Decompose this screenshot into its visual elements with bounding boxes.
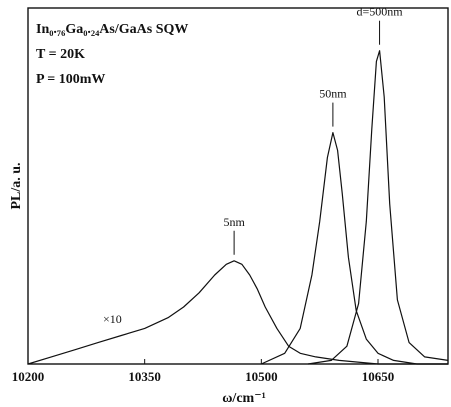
annotation-label-0: 5nm xyxy=(223,215,245,229)
temperature-label: T = 20K xyxy=(36,47,85,62)
sample-label: In₀.₇₆Ga₀.₂₄As/GaAs SQW xyxy=(36,22,188,37)
series-lines xyxy=(27,50,449,365)
multiplier-label: ×10 xyxy=(103,312,122,326)
series-line-5nm xyxy=(27,260,448,365)
peak-annotations: 5nm 50nm d=500nm xyxy=(223,5,403,255)
series-line-50nm xyxy=(261,132,448,365)
annotation-label-2: d=500nm xyxy=(357,5,404,19)
x-tick-label-1: 10350 xyxy=(128,369,161,384)
info-block: In₀.₇₆Ga₀.₂₄As/GaAs SQW T = 20K P = 100m… xyxy=(36,22,188,87)
x-tick-label-2: 10500 xyxy=(245,369,278,384)
annotation-label-1: 50nm xyxy=(319,87,347,101)
x-tick-label-0: 10200 xyxy=(12,369,45,384)
series-line-500nm xyxy=(307,50,449,365)
plot-frame xyxy=(27,7,449,365)
x-tick-label-3: 10650 xyxy=(362,369,395,384)
power-label: P = 100mW xyxy=(36,72,105,87)
x-ticks: 10200 10350 10500 10650 xyxy=(12,359,395,384)
y-axis-title: PL/a. u. xyxy=(9,162,24,209)
x-axis-title: ω/cm⁻¹ xyxy=(222,391,266,406)
